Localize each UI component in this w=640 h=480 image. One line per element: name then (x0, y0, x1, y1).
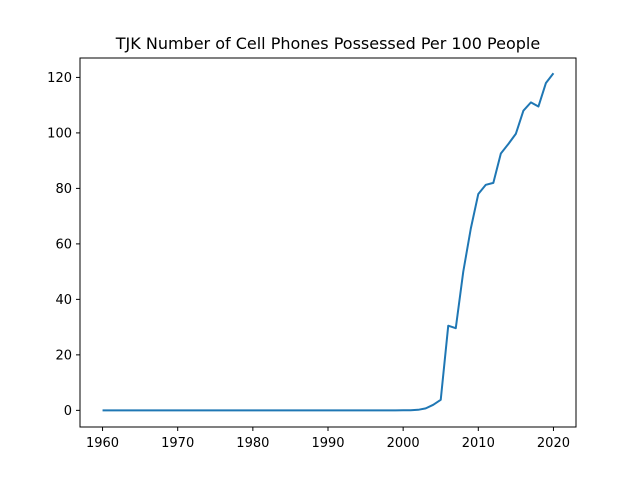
y-tick-label: 60 (55, 237, 72, 252)
x-tick-label: 2010 (462, 436, 495, 451)
x-tick-label: 1990 (311, 436, 344, 451)
y-tick-label: 80 (55, 182, 72, 197)
y-tick-label: 0 (64, 404, 72, 419)
x-tick-label: 2020 (537, 436, 570, 451)
x-tick-label: 1980 (236, 436, 269, 451)
x-tick-label: 2000 (387, 436, 420, 451)
x-tick-label: 1960 (86, 436, 119, 451)
x-axis: 1960 1970 1980 1990 2000 2010 2020 (86, 427, 570, 451)
y-tick-label: 120 (47, 71, 72, 86)
chart-title: TJK Number of Cell Phones Possessed Per … (115, 34, 540, 53)
x-tick-label: 1970 (161, 436, 194, 451)
y-axis: 0 20 40 60 80 100 120 (47, 71, 80, 419)
y-tick-label: 40 (55, 293, 72, 308)
y-tick-label: 20 (55, 348, 72, 363)
y-tick-label: 100 (47, 126, 72, 141)
series-line (102, 72, 555, 412)
plot-area (79, 57, 577, 428)
series-layer (102, 72, 555, 412)
